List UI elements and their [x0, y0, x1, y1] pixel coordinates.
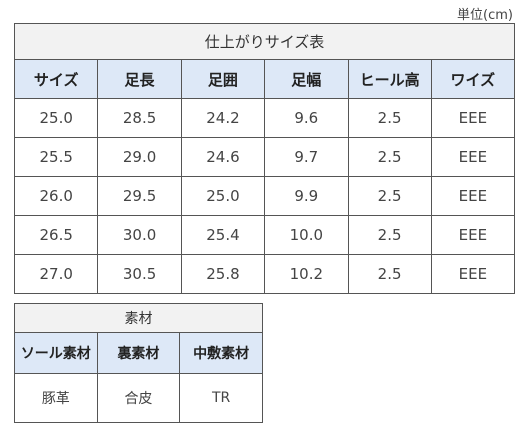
cell-wise: EEE [430, 98, 516, 138]
size-table-header-row: サイズ 足長 足囲 足幅 ヒール高 ワイズ [13, 59, 516, 99]
cell-heel-height: 2.5 [347, 98, 432, 138]
cell-foot-girth: 25.4 [180, 215, 266, 255]
material-table-header-row: ソール素材 裏素材 中敷素材 [14, 332, 263, 374]
size-table-title-row: 仕上がりサイズ表 [14, 23, 515, 60]
header-foot-length: 足長 [97, 59, 182, 99]
table-row: 豚革 合皮 TR [14, 373, 263, 423]
header-insole-material: 中敷素材 [179, 332, 263, 374]
header-size: サイズ [13, 59, 99, 99]
cell-foot-width: 9.6 [264, 98, 349, 138]
cell-size: 26.0 [13, 176, 99, 216]
cell-foot-girth: 24.6 [180, 137, 266, 177]
cell-foot-length: 28.5 [97, 98, 182, 138]
header-foot-girth: 足囲 [180, 59, 266, 99]
header-lining-material: 裏素材 [96, 332, 181, 374]
cell-foot-width: 9.7 [264, 137, 349, 177]
size-table: 仕上がりサイズ表 サイズ 足長 足囲 足幅 ヒール高 ワイズ 25.0 28.5… [13, 23, 516, 294]
cell-heel-height: 2.5 [347, 215, 432, 255]
table-row: 27.0 30.5 25.8 10.2 2.5 EEE [13, 254, 516, 294]
cell-foot-girth: 25.0 [180, 176, 266, 216]
cell-foot-width: 10.2 [264, 254, 349, 294]
cell-size: 27.0 [13, 254, 99, 294]
table-row: 26.0 29.5 25.0 9.9 2.5 EEE [13, 176, 516, 216]
header-foot-width: 足幅 [264, 59, 349, 99]
cell-wise: EEE [430, 215, 516, 255]
cell-foot-length: 29.0 [97, 137, 182, 177]
cell-heel-height: 2.5 [347, 254, 432, 294]
cell-foot-length: 30.5 [97, 254, 182, 294]
cell-foot-width: 10.0 [264, 215, 349, 255]
cell-insole-material: TR [179, 373, 263, 423]
cell-foot-length: 30.0 [97, 215, 182, 255]
cell-size: 25.0 [13, 98, 99, 138]
cell-heel-height: 2.5 [347, 176, 432, 216]
table-row: 26.5 30.0 25.4 10.0 2.5 EEE [13, 215, 516, 255]
cell-foot-length: 29.5 [97, 176, 182, 216]
cell-heel-height: 2.5 [347, 137, 432, 177]
cell-wise: EEE [430, 137, 516, 177]
material-table-title: 素材 [14, 303, 263, 333]
cell-size: 26.5 [13, 215, 99, 255]
cell-size: 25.5 [13, 137, 99, 177]
unit-label: 単位(cm) [457, 8, 513, 23]
cell-wise: EEE [430, 176, 516, 216]
cell-wise: EEE [430, 254, 516, 294]
cell-sole-material: 豚革 [14, 373, 98, 423]
cell-foot-girth: 24.2 [180, 98, 266, 138]
header-wise: ワイズ [430, 59, 516, 99]
header-sole-material: ソール素材 [14, 332, 98, 374]
cell-lining-material: 合皮 [96, 373, 181, 423]
header-heel-height: ヒール高 [347, 59, 432, 99]
table-row: 25.0 28.5 24.2 9.6 2.5 EEE [13, 98, 516, 138]
table-row: 25.5 29.0 24.6 9.7 2.5 EEE [13, 137, 516, 177]
cell-foot-width: 9.9 [264, 176, 349, 216]
cell-foot-girth: 25.8 [180, 254, 266, 294]
material-table-title-row: 素材 [14, 303, 263, 333]
size-table-title: 仕上がりサイズ表 [14, 23, 515, 60]
material-table: 素材 ソール素材 裏素材 中敷素材 豚革 合皮 TR [14, 303, 263, 423]
